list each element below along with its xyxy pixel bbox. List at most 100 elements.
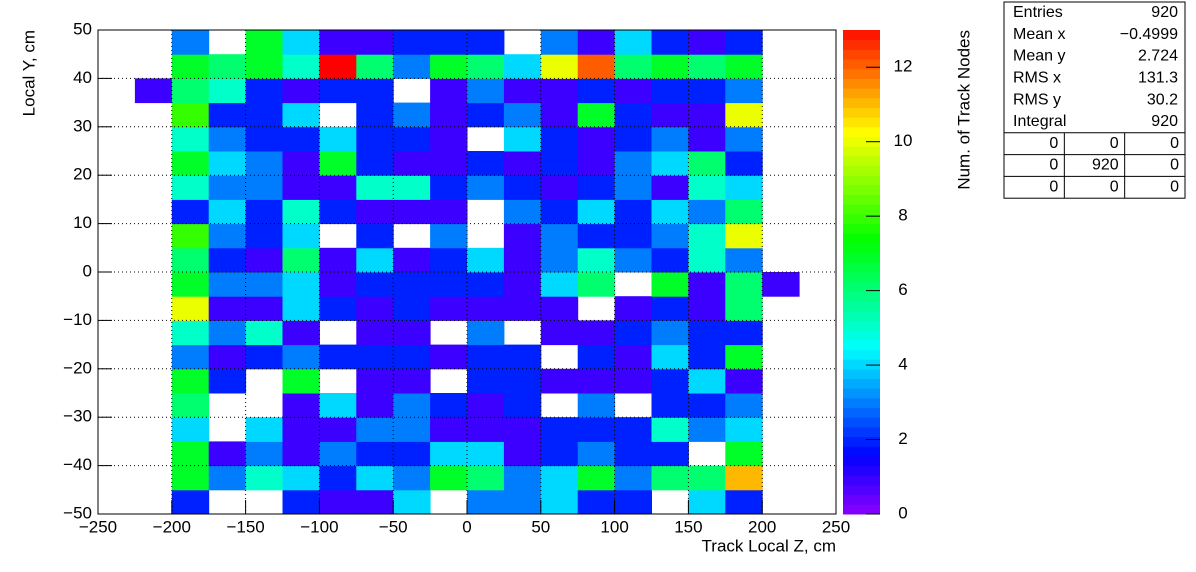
heatmap-cell — [651, 30, 689, 55]
heatmap-cell — [614, 126, 652, 152]
colorbar-step — [843, 68, 880, 79]
x-tick-label: −50 — [379, 517, 408, 536]
heatmap-cell — [393, 465, 431, 491]
heatmap-cell — [467, 296, 505, 321]
heatmap-cell — [319, 320, 356, 345]
heatmap-cell — [430, 417, 468, 442]
heatmap-cell — [799, 78, 836, 103]
heatmap-cell — [246, 393, 283, 418]
heatmap-cell — [319, 393, 357, 418]
colorbar-step — [843, 233, 880, 244]
x-axis-title: Track Local Z, cm — [702, 536, 836, 555]
heatmap-cell — [614, 175, 652, 200]
heatmap-cell — [282, 393, 320, 418]
heatmap-cell — [799, 417, 836, 442]
z-tick-label: 8 — [898, 206, 907, 225]
heatmap-cell — [577, 272, 616, 297]
y-tick-label: 40 — [73, 68, 92, 87]
colorbar-step — [843, 388, 880, 399]
heatmap-cell — [430, 78, 468, 104]
heatmap-cell — [393, 344, 431, 370]
x-tick-label: 100 — [600, 517, 628, 536]
heatmap-cell — [282, 272, 320, 297]
heatmap-cell — [614, 223, 652, 249]
heatmap-cell — [245, 78, 283, 104]
heatmap-cell — [540, 54, 579, 79]
heatmap-cell — [245, 199, 283, 225]
heatmap-cell — [171, 54, 210, 79]
colorbar-step — [843, 436, 880, 447]
colorbar-step — [843, 88, 880, 99]
heatmap-cell — [467, 102, 505, 128]
heatmap-cell — [135, 441, 172, 466]
colorbar-step — [843, 310, 880, 321]
heatmap-cell — [467, 465, 505, 491]
heatmap-cell — [503, 126, 542, 152]
heatmap-cell — [762, 175, 799, 200]
colorbar-step — [843, 252, 880, 263]
heatmap-cell — [319, 441, 357, 467]
heatmap-cell — [688, 441, 725, 466]
stats-label: Mean x — [1013, 26, 1065, 43]
heatmap-cell — [688, 320, 726, 346]
heatmap-cell — [577, 465, 616, 491]
heatmap-cell — [98, 175, 135, 200]
z-tick-label: 2 — [898, 429, 907, 448]
heatmap-cell — [688, 223, 726, 249]
heatmap-cell — [135, 296, 172, 321]
stats-cell: 0 — [1170, 135, 1179, 152]
heatmap-cell — [430, 296, 468, 321]
colorbar-step — [843, 281, 880, 292]
heatmap-cell — [356, 417, 394, 442]
colorbar-step — [843, 484, 880, 496]
heatmap-cell — [651, 126, 689, 152]
heatmap-cell — [799, 393, 836, 418]
heatmap-cell — [98, 296, 135, 321]
heatmap-cell — [503, 199, 542, 225]
heatmap-cell — [171, 223, 210, 249]
y-tick-label: 50 — [73, 19, 92, 38]
heatmap-cell — [209, 490, 246, 515]
heatmap-cell — [762, 345, 799, 370]
heatmap-cell — [393, 151, 431, 176]
heatmap-cell — [171, 78, 210, 104]
heatmap-cell — [430, 369, 467, 394]
heatmap-cell — [503, 175, 542, 200]
heatmap-cell — [725, 465, 763, 491]
colorbar-step — [843, 349, 880, 360]
heatmap-cell — [725, 102, 763, 128]
y-tick-label: −20 — [63, 358, 92, 377]
heatmap-cell — [171, 199, 210, 225]
z-axis-title: Num. of Track Nodes — [954, 30, 973, 190]
heatmap-cell — [725, 223, 763, 249]
heatmap-cell — [615, 393, 652, 418]
heatmap-cell — [799, 466, 836, 491]
heatmap-cell — [725, 247, 763, 273]
heatmap-cell — [208, 102, 247, 128]
heatmap-cell — [799, 175, 836, 200]
heatmap-cell — [282, 417, 320, 442]
heatmap-cell — [651, 175, 689, 200]
heatmap-cell — [762, 417, 799, 442]
heatmap-cell — [393, 224, 430, 249]
heatmap-cell — [319, 103, 356, 128]
heatmap-cell — [171, 417, 210, 442]
heatmap-cell — [651, 151, 689, 176]
heatmap-cell — [614, 368, 652, 394]
heatmap-cell — [98, 441, 135, 466]
stats-cell: 920 — [1092, 157, 1119, 174]
heatmap-cell — [135, 393, 172, 418]
heatmap-cell — [393, 30, 431, 55]
heatmap-cell — [171, 30, 210, 55]
heatmap-cell — [503, 247, 542, 273]
heatmap-cell — [688, 417, 726, 442]
heatmap-cell — [208, 320, 247, 346]
colorbar-step — [843, 155, 880, 167]
heatmap-cell — [430, 320, 467, 345]
z-tick-label: 0 — [898, 503, 907, 522]
x-tick-label: 150 — [674, 517, 702, 536]
heatmap-cell — [208, 54, 247, 79]
heatmap-cell — [430, 465, 468, 491]
heatmap-cell — [577, 54, 616, 79]
